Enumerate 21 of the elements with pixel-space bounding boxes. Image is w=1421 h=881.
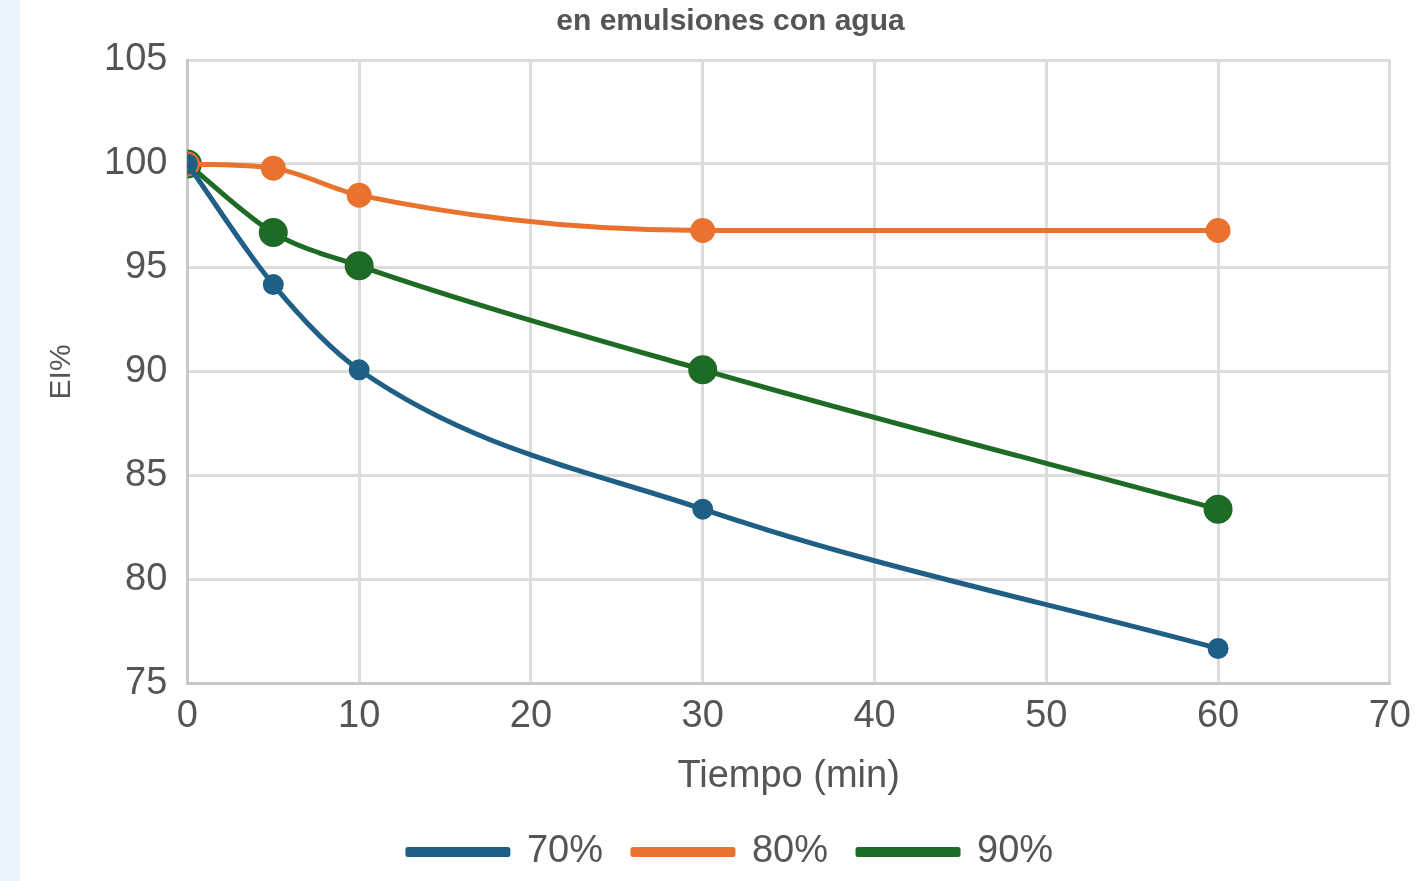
x-tick-label: 70 [1368, 693, 1412, 736]
y-tick-label: 90 [125, 348, 168, 391]
legend-label: 80% [751, 828, 829, 871]
x-tick-label: 30 [681, 693, 724, 736]
y-tick-label: 100 [104, 140, 168, 183]
chart-title: en emulsiones con agua [556, 3, 906, 37]
y-tick-label: 75 [125, 660, 168, 703]
x-tick-label: 10 [338, 693, 381, 736]
y-tick-label: 80 [125, 556, 168, 599]
y-tick-label: 105 [104, 36, 168, 79]
x-tick-label: 50 [1025, 693, 1068, 736]
x-tick-label: 0 [176, 693, 198, 736]
y-tick-label: 85 [125, 452, 168, 495]
legend-label: 90% [977, 828, 1054, 871]
x-tick-label: 20 [509, 693, 553, 736]
y-axis-title: EI% [43, 344, 77, 400]
y-tick-label: 95 [125, 244, 168, 287]
legend-label: 70% [526, 828, 603, 871]
x-axis-title: Tiempo (min) [677, 752, 900, 795]
x-tick-label: 60 [1196, 693, 1240, 736]
x-tick-label: 40 [853, 693, 896, 736]
